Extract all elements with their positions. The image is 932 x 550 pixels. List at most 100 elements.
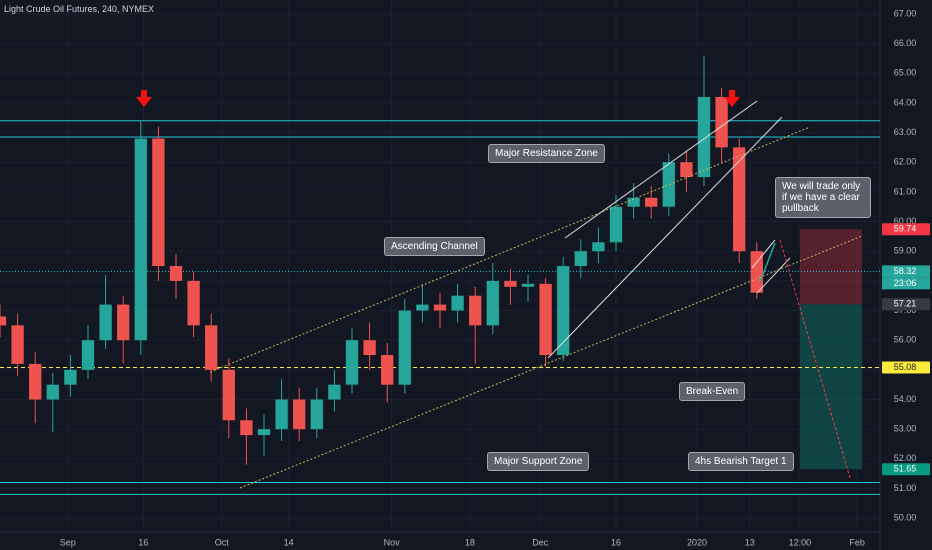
price-marker-label: 58.32 <box>894 266 917 276</box>
y-tick-label: 61.00 <box>894 186 917 196</box>
candle-body <box>363 340 376 356</box>
trend-line <box>564 100 758 239</box>
candle-body <box>187 280 200 326</box>
candle-body <box>398 310 411 385</box>
x-tick-label: Feb <box>849 537 865 547</box>
candle-body <box>328 384 341 400</box>
candle-body <box>680 162 693 178</box>
y-tick-label: 59.00 <box>894 246 917 256</box>
candle-body <box>469 295 482 326</box>
channel-lower <box>239 235 863 489</box>
candle-body <box>46 384 59 400</box>
target-zone <box>800 304 862 470</box>
annotation: We will trade only if we have a clear pu… <box>775 177 871 218</box>
y-tick-label: 53.00 <box>894 424 917 434</box>
candle-body <box>134 138 147 341</box>
x-tick-label: Oct <box>215 537 230 547</box>
trend-line <box>547 116 783 359</box>
x-tick-label: 13 <box>745 537 755 547</box>
annotation: Break-Even <box>679 382 746 401</box>
candle-body <box>310 399 323 430</box>
candle-body <box>521 283 535 287</box>
countdown: 23:06 <box>894 278 917 288</box>
x-tick-label: 18 <box>465 537 475 547</box>
y-tick-label: 67.00 <box>894 8 917 18</box>
legend-title: Light Crude Oil Futures, 240, NYMEX <box>4 4 155 14</box>
candle-body <box>750 251 763 293</box>
candle-body <box>0 316 7 326</box>
candle-body <box>486 280 499 326</box>
price-marker <box>882 361 930 374</box>
candle-body <box>557 266 570 356</box>
y-tick-label: 60.00 <box>894 216 917 226</box>
candle-body <box>627 197 640 207</box>
x-tick-label: Dec <box>532 537 549 547</box>
candle-body <box>64 369 77 385</box>
price-marker <box>882 265 930 278</box>
y-tick-label: 56.00 <box>894 335 917 345</box>
stop-zone <box>800 229 862 305</box>
candle-body <box>81 340 95 370</box>
price-marker-label: 57.21 <box>894 299 917 309</box>
candle-body <box>240 420 253 436</box>
countdown-bg <box>882 277 930 290</box>
candle-body <box>222 369 235 421</box>
candle-body <box>662 162 675 207</box>
candle-body <box>205 325 218 370</box>
candle-body <box>257 429 271 436</box>
pullback-arrow <box>759 242 776 283</box>
x-tick-label: 16 <box>138 537 148 547</box>
candle-body <box>169 266 183 281</box>
x-tick-label: 14 <box>284 537 294 547</box>
y-tick-label: 66.00 <box>894 38 917 48</box>
x-tick-label: Sep <box>60 537 76 547</box>
x-tick-label: Nov <box>384 537 401 547</box>
candle-body <box>381 355 394 385</box>
candle-body <box>697 96 711 178</box>
price-marker <box>882 463 930 476</box>
y-tick-label: 64.00 <box>894 97 917 107</box>
price-marker <box>882 298 930 311</box>
candle-body <box>715 96 728 148</box>
candle-body <box>451 295 464 311</box>
candle-body <box>275 399 288 430</box>
candle-body <box>645 197 658 207</box>
annotation: Major Resistance Zone <box>488 144 605 163</box>
y-tick-label: 54.00 <box>894 394 917 404</box>
price-marker-label: 55.08 <box>894 362 917 372</box>
candle-body <box>592 242 605 252</box>
y-tick-label: 65.00 <box>894 68 917 78</box>
x-tick-label: 12:00 <box>789 537 812 547</box>
annotation: Ascending Channel <box>384 237 485 256</box>
price-marker-label: 59.74 <box>894 224 917 234</box>
x-tick-label: 2020 <box>687 537 707 547</box>
y-tick-label: 63.00 <box>894 127 917 137</box>
y-tick-label: 62.00 <box>894 157 917 167</box>
annotation: 4hs Bearish Target 1 <box>688 452 794 471</box>
channel-upper <box>209 126 811 373</box>
price-marker-label: 51.65 <box>894 464 917 474</box>
candle-body <box>504 280 517 287</box>
arrow-icon <box>724 90 740 107</box>
arrow-icon <box>136 90 152 107</box>
target-arrow <box>779 239 851 479</box>
candle-body <box>99 304 112 341</box>
candle-body <box>117 304 130 341</box>
flag-line <box>756 257 791 294</box>
y-tick-label: 52.00 <box>894 453 917 463</box>
candle-body <box>433 304 447 311</box>
drawings <box>136 90 863 489</box>
annotation: Major Support Zone <box>487 452 590 471</box>
flag-line <box>751 239 776 269</box>
candle-body <box>345 340 359 385</box>
y-tick-label: 51.00 <box>894 483 917 493</box>
candle-body <box>152 138 165 267</box>
y-tick-label: 50.00 <box>894 513 917 523</box>
candle-body <box>733 147 746 252</box>
candle-body <box>293 399 306 430</box>
candle-body <box>539 283 552 356</box>
candle-body <box>416 304 429 311</box>
candle-body <box>609 206 623 243</box>
price-marker <box>882 223 930 236</box>
